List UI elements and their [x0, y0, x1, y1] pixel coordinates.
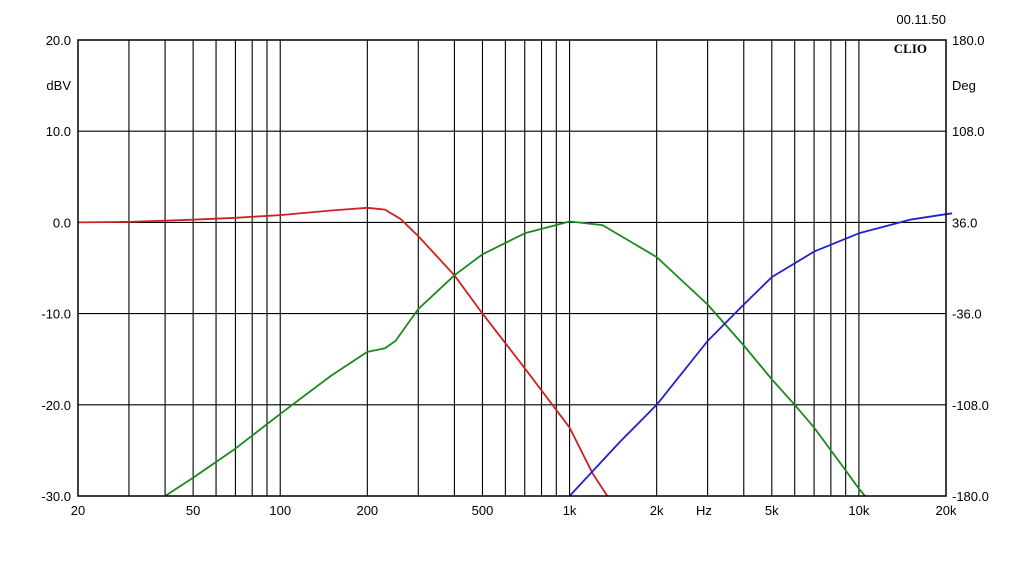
y-tick-label-right-3: -36.0 — [952, 307, 982, 322]
y-tick-label-left-3: -10.0 — [41, 307, 71, 322]
y-tick-label-right-0: 180.0 — [952, 33, 985, 48]
tick-labels: 20 50 100 200 500 1k 2k 5k 10k 20k Hz 20.0 180.0 10.0… — [41, 33, 989, 518]
x-tick-label-1: 50 — [186, 503, 200, 518]
x-tick-label-8: 10k — [848, 503, 869, 518]
series-line-2 — [568, 212, 953, 497]
x-axis-label: Hz — [696, 503, 712, 518]
y-axis-label-left: dBV — [46, 78, 71, 93]
y-tick-label-left-0: 20.0 — [46, 33, 71, 48]
series-group — [77, 206, 953, 497]
y-tick-label-left-5: -30.0 — [41, 489, 71, 504]
grid — [78, 40, 946, 496]
brand-logo: CLIO — [894, 41, 927, 56]
x-tick-label-2: 100 — [269, 503, 291, 518]
y-tick-label-left-1: 10.0 — [46, 124, 71, 139]
y-tick-label-right-4: -108.0 — [952, 398, 989, 413]
series-line-1 — [164, 220, 866, 497]
x-tick-label-3: 200 — [356, 503, 378, 518]
plot-frame — [77, 39, 947, 497]
y-axis-label-right: Deg — [952, 78, 976, 93]
x-tick-label-7: 5k — [765, 503, 779, 518]
y-tick-label-right-2: 36.0 — [952, 215, 977, 230]
x-tick-label-6: 2k — [650, 503, 664, 518]
y-tick-label-left-2: 0.0 — [53, 215, 71, 230]
x-tick-label-5: 1k — [563, 503, 577, 518]
timestamp: 00.11.50 — [896, 12, 946, 27]
x-tick-label-9: 20k — [936, 503, 957, 518]
y-tick-label-right-5: -180.0 — [952, 489, 989, 504]
y-tick-label-right-1: 108.0 — [952, 124, 985, 139]
series-line-0 — [77, 206, 609, 497]
x-tick-label-0: 20 — [71, 503, 85, 518]
x-tick-label-4: 500 — [472, 503, 494, 518]
y-tick-label-left-4: -20.0 — [41, 398, 71, 413]
